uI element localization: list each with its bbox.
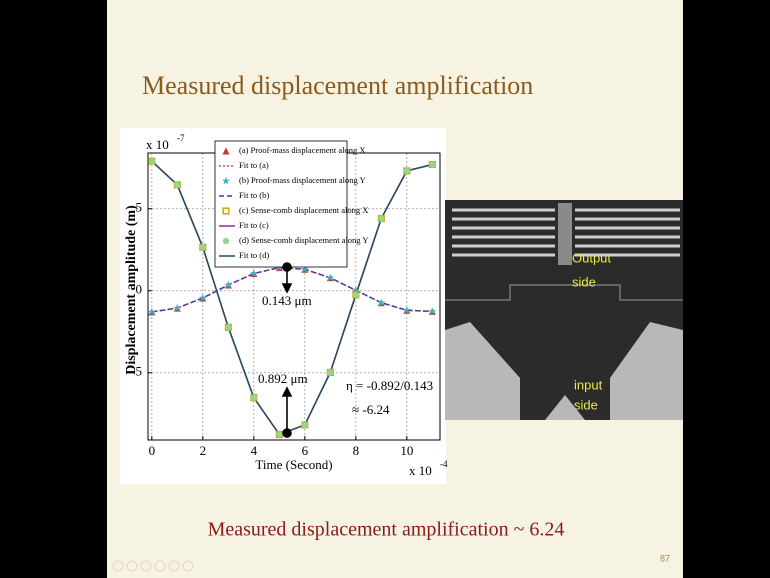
annotation: 0.143 μm bbox=[262, 293, 312, 308]
x-tick-label: 4 bbox=[251, 443, 258, 458]
legend-label: (a) Proof-mass displacement along X bbox=[239, 145, 366, 155]
annotation: ≈ -6.24 bbox=[352, 402, 390, 417]
micrograph bbox=[445, 200, 683, 420]
marker bbox=[404, 168, 410, 174]
x-tick-label: 6 bbox=[302, 443, 309, 458]
y-tick-label: 0 bbox=[136, 282, 143, 297]
legend-label: Fit to (b) bbox=[239, 190, 269, 200]
x-tick-label: 10 bbox=[400, 443, 413, 458]
legend-label: (c) Sense-comb displacement along X bbox=[239, 205, 368, 215]
page: Measured displacement amplification Outp… bbox=[0, 0, 770, 578]
legend-label: Fit to (d) bbox=[239, 250, 269, 260]
slide-title: Measured displacement amplification bbox=[142, 71, 533, 100]
slide-frame: Measured displacement amplification Outp… bbox=[0, 0, 770, 578]
marker bbox=[429, 161, 435, 167]
marker bbox=[353, 292, 359, 298]
legend-label: (b) Proof-mass displacement along Y bbox=[239, 175, 366, 185]
marker bbox=[149, 158, 155, 164]
image-label: Output bbox=[572, 250, 611, 265]
legend-label: Fit to (a) bbox=[239, 160, 269, 170]
marker bbox=[251, 395, 257, 401]
marker bbox=[200, 244, 206, 250]
x-axis-label: Time (Second) bbox=[255, 457, 332, 472]
annotation: 0.892 μm bbox=[258, 371, 308, 386]
marker bbox=[276, 431, 282, 437]
legend-label: (d) Sense-comb displacement along Y bbox=[239, 235, 369, 245]
marker bbox=[223, 238, 229, 244]
page-number: 87 bbox=[660, 553, 670, 563]
x-multiplier: x 10 bbox=[409, 463, 432, 478]
image-label: side bbox=[572, 274, 596, 289]
image-label: input bbox=[574, 377, 603, 392]
marker bbox=[174, 182, 180, 188]
image-label: side bbox=[574, 397, 598, 412]
marker bbox=[302, 422, 308, 428]
marker bbox=[378, 215, 384, 221]
x-tick-label: 0 bbox=[149, 443, 156, 458]
annotation: η = -0.892/0.143 bbox=[346, 378, 433, 393]
y-multiplier: x 10 bbox=[146, 137, 169, 152]
legend-label: Fit to (c) bbox=[239, 220, 269, 230]
marker bbox=[327, 369, 333, 375]
x-multiplier-exponent: -4 bbox=[440, 459, 448, 469]
marker bbox=[225, 324, 231, 330]
y-tick-label: 5 bbox=[136, 200, 143, 215]
y-multiplier-exponent: -7 bbox=[177, 133, 185, 143]
x-tick-label: 8 bbox=[353, 443, 360, 458]
slide-caption: Measured displacement amplification ~ 6.… bbox=[208, 519, 565, 541]
y-tick-label: -5 bbox=[131, 364, 142, 379]
x-tick-label: 2 bbox=[200, 443, 207, 458]
